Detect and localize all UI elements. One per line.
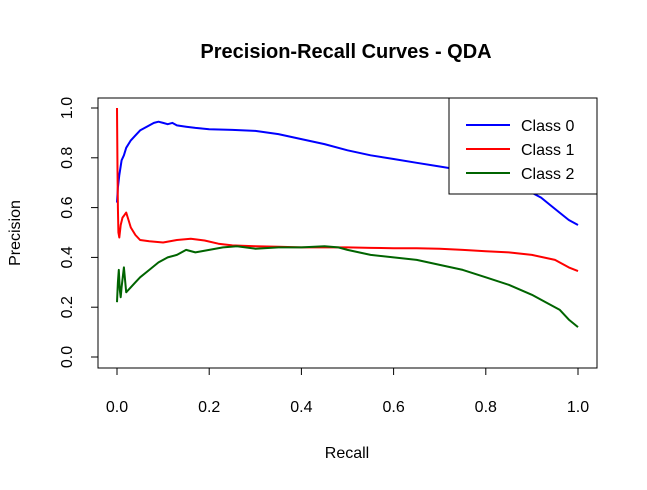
y-tick-label: 1.0 <box>59 97 76 119</box>
legend-box <box>448 97 598 195</box>
y-tick-label: 0.8 <box>59 147 76 169</box>
chart-title: Precision-Recall Curves - QDA <box>200 41 491 63</box>
legend-label-class-2: Class 2 <box>521 166 574 183</box>
x-tick-label: 0.4 <box>290 399 312 416</box>
x-tick-label: 0.6 <box>382 399 404 416</box>
y-axis: 0.0 0.2 0.4 0.6 0.8 1.0 <box>59 97 99 368</box>
x-tick-label: 1.0 <box>567 399 589 416</box>
series-line-class-2 <box>116 245 579 328</box>
y-tick-label: 0.4 <box>59 246 76 268</box>
y-tick-label: 0.0 <box>59 346 76 368</box>
x-axis-label: Recall <box>325 445 369 462</box>
y-tick-label: 0.2 <box>59 296 76 318</box>
x-tick-label: 0.0 <box>106 399 128 416</box>
y-axis-label: Precision <box>7 200 24 266</box>
x-tick-label: 0.2 <box>198 399 220 416</box>
y-tick-label: 0.6 <box>59 196 76 218</box>
x-tick-label: 0.8 <box>475 399 497 416</box>
series-line-class-1 <box>116 107 579 273</box>
legend-label-class-1: Class 1 <box>521 142 574 159</box>
legend: Class 0 Class 1 Class 2 <box>448 97 598 195</box>
legend-label-class-0: Class 0 <box>521 118 574 135</box>
x-axis: 0.0 0.2 0.4 0.6 0.8 1.0 <box>106 367 589 416</box>
